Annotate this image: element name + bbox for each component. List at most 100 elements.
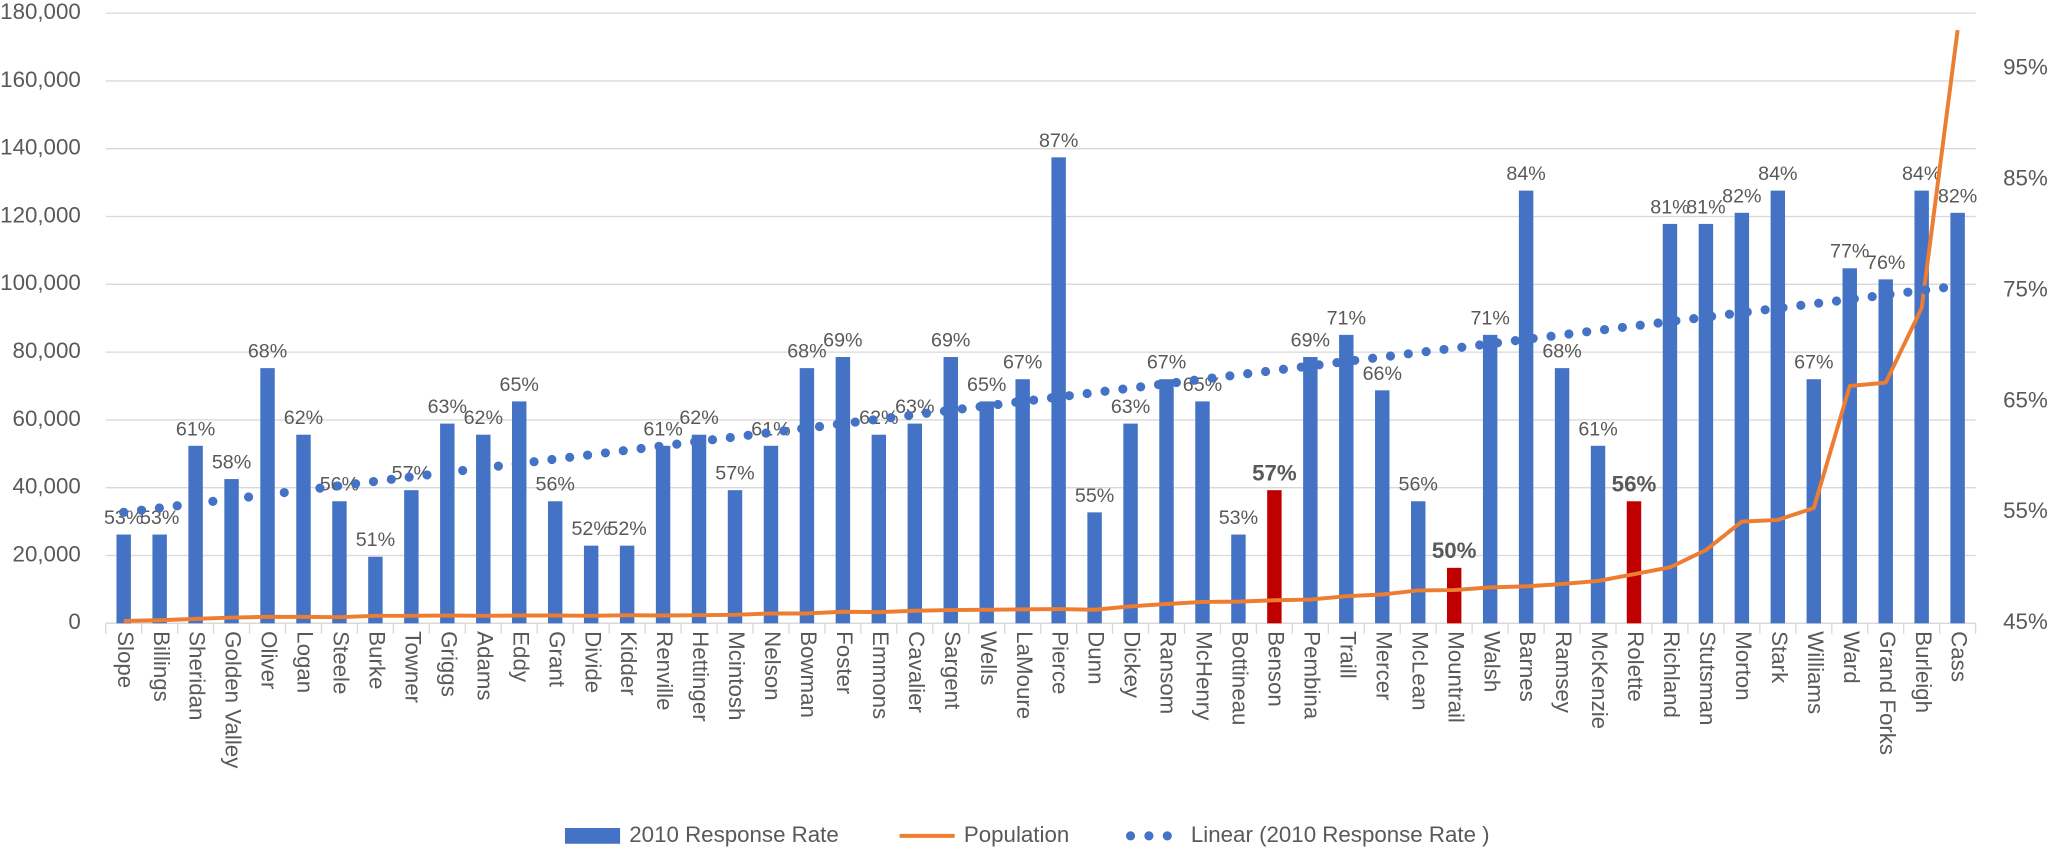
bar: [476, 434, 491, 624]
bar: [1950, 212, 1965, 624]
bar: [655, 445, 671, 624]
bar: [1626, 501, 1642, 624]
data-label: 68%: [248, 341, 287, 363]
y2-tick-label: 55%: [2003, 498, 2048, 523]
bar: [1267, 490, 1282, 624]
data-label: 63%: [1111, 396, 1150, 418]
y-tick-label: 60,000: [13, 406, 81, 431]
y-tick-label: 80,000: [13, 338, 81, 363]
trend-line: [119, 281, 1963, 517]
legend-label: Linear (2010 Response Rate ): [1191, 822, 1490, 847]
bar: [727, 490, 743, 624]
bar: [691, 434, 707, 624]
data-label: 61%: [1578, 418, 1617, 440]
data-label: 58%: [212, 452, 251, 474]
bar: [1914, 190, 1929, 624]
bar: [188, 445, 203, 624]
x-tick-label: Rolette: [1623, 631, 1648, 702]
bar: [583, 545, 599, 624]
x-tick-label: Stark: [1767, 631, 1792, 684]
bar: [152, 534, 167, 624]
data-label: 62%: [679, 407, 718, 429]
data-label: 53%: [140, 507, 179, 529]
x-tick-label: Burleigh: [1911, 631, 1936, 713]
x-tick-label: Dunn: [1084, 631, 1109, 684]
x-tick-label: Hettinger: [688, 631, 713, 722]
bar: [871, 434, 887, 624]
x-tick-label: Renville: [652, 631, 677, 710]
data-label: 67%: [1147, 352, 1186, 374]
data-label: 84%: [1902, 163, 1941, 185]
x-tick-label: Eddy: [508, 631, 533, 683]
bar: [368, 556, 383, 624]
bar: [512, 401, 527, 624]
x-tick-label: Griggs: [436, 631, 461, 697]
y2-tick-label: 65%: [2003, 387, 2048, 412]
x-tick-label: Traill: [1335, 631, 1360, 678]
data-label: 61%: [751, 418, 790, 440]
x-tick-label: Ward: [1839, 631, 1864, 683]
x-tick-label: Oliver: [257, 631, 282, 690]
data-label: 56%: [1612, 471, 1657, 496]
data-label: 84%: [1506, 163, 1545, 185]
y-tick-label: 160,000: [0, 67, 81, 92]
x-tick-label: Sheridan: [185, 631, 210, 720]
y2-tick-label: 85%: [2003, 165, 2048, 190]
data-label: 84%: [1758, 163, 1797, 185]
bar: [1518, 190, 1534, 624]
data-label: 87%: [1039, 130, 1078, 152]
y2-tick-label: 95%: [2003, 54, 2048, 79]
bar: [1015, 379, 1030, 624]
x-tick-label: McHenry: [1192, 631, 1217, 721]
y-tick-label: 180,000: [0, 0, 81, 24]
x-tick-label: Mcintosh: [724, 631, 749, 720]
data-label: 61%: [643, 418, 682, 440]
x-tick-label: Nelson: [760, 631, 785, 700]
bar: [1123, 423, 1138, 624]
x-tick-label: Billings: [149, 631, 174, 702]
data-label: 69%: [823, 329, 862, 351]
bar: [224, 479, 239, 624]
y-tick-label: 20,000: [13, 541, 81, 566]
data-label: 65%: [967, 374, 1006, 396]
bar: [763, 445, 779, 624]
x-tick-label: Richland: [1659, 631, 1684, 718]
x-tick-label: Mercer: [1371, 631, 1396, 701]
x-tick-label: Sargent: [940, 631, 965, 710]
legend-swatch: [564, 828, 621, 844]
data-label: 66%: [1363, 363, 1402, 385]
x-tick-label: Logan: [293, 631, 318, 693]
bar: [943, 357, 958, 624]
x-tick-label: Wells: [976, 631, 1001, 685]
x-tick-label: Dickey: [1120, 631, 1145, 699]
data-label: 69%: [931, 329, 970, 351]
x-tick-label: Steele: [329, 631, 354, 694]
bar: [1159, 379, 1174, 624]
data-label: 63%: [428, 396, 467, 418]
x-tick-label: Pierce: [1048, 631, 1073, 694]
x-tick-label: Foster: [832, 631, 857, 695]
x-tick-label: Benson: [1264, 631, 1289, 707]
data-label: 50%: [1432, 538, 1477, 563]
data-label: 53%: [1219, 507, 1258, 529]
bar: [296, 434, 311, 624]
bar: [1698, 223, 1714, 624]
bar: [1554, 368, 1570, 624]
bar: [1590, 445, 1606, 624]
y2-tick-label: 45%: [2003, 609, 2048, 634]
data-label: 76%: [1866, 252, 1905, 274]
bar: [1770, 190, 1786, 624]
data-label: 51%: [356, 529, 395, 551]
data-label: 52%: [607, 518, 646, 540]
bar: [1195, 401, 1210, 624]
data-label: 53%: [104, 507, 143, 529]
data-label: 82%: [1938, 185, 1977, 207]
data-label: 55%: [1075, 485, 1114, 507]
data-label: 61%: [176, 418, 215, 440]
bar: [835, 357, 851, 624]
bar: [332, 501, 347, 624]
x-tick-label: Barnes: [1515, 631, 1540, 702]
x-tick-label: Williams: [1803, 631, 1828, 714]
bar: [1734, 212, 1750, 624]
